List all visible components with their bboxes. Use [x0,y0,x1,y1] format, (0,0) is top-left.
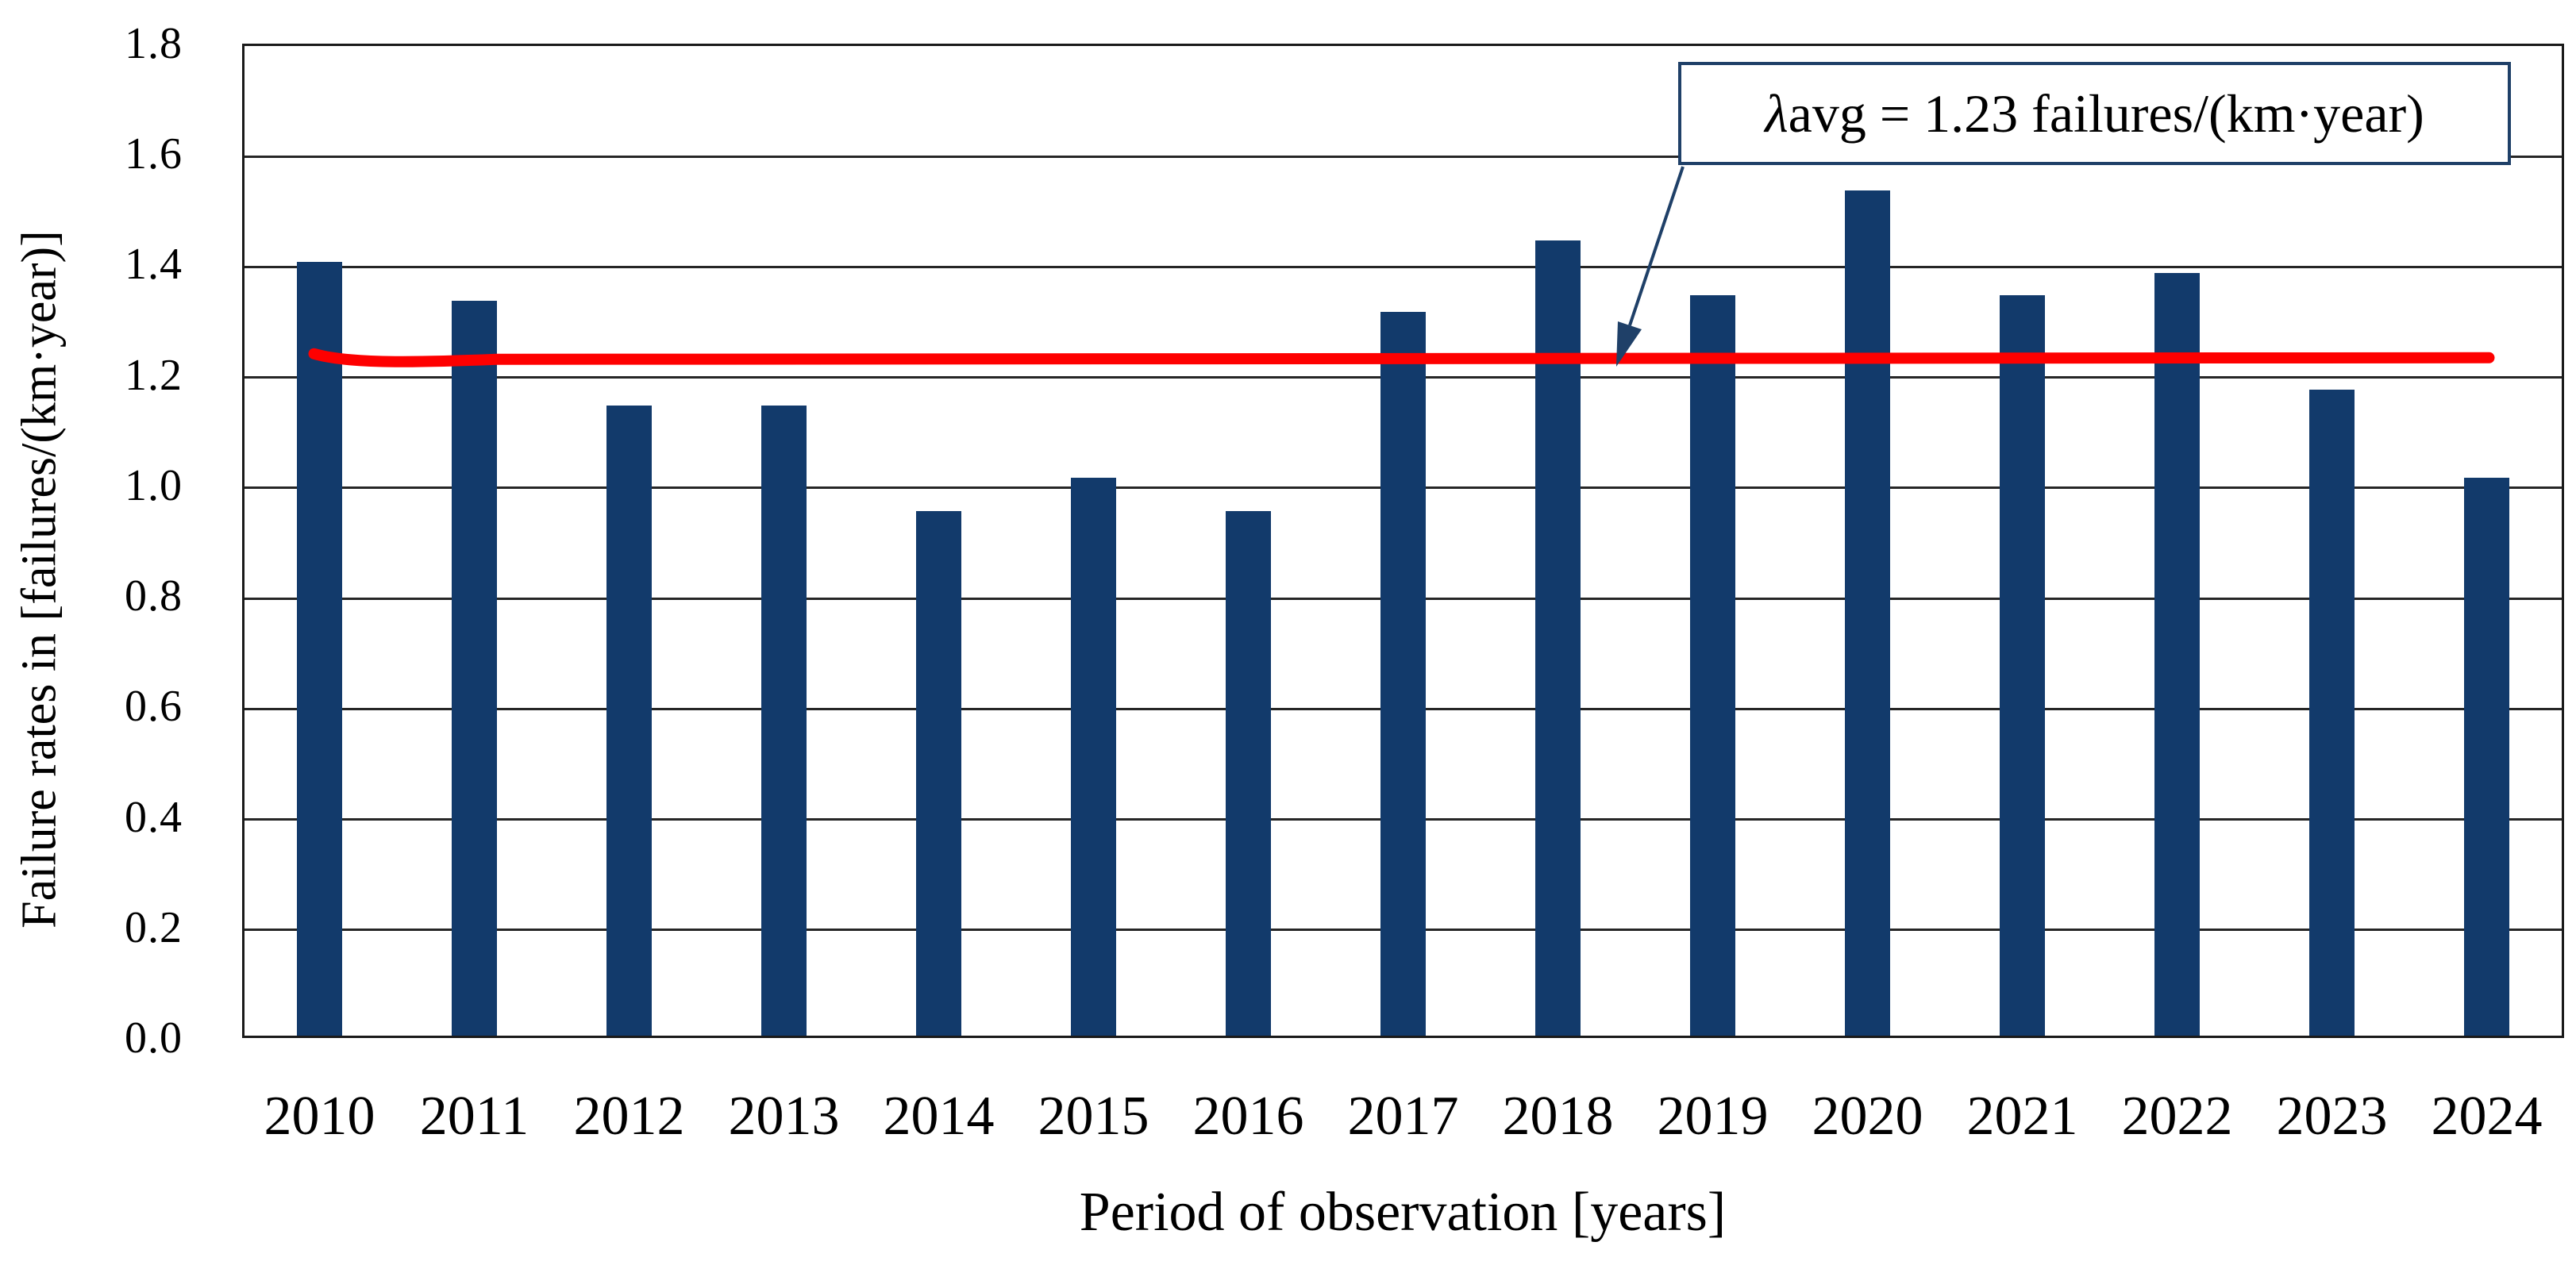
x-tick-label-2019: 2019 [1657,1086,1769,1147]
x-tick-label-2022: 2022 [2121,1086,2233,1147]
y-tick-label-1.4: 1.4 [125,240,183,290]
x-tick-label-2017: 2017 [1347,1086,1459,1147]
x-tick-label-2013: 2013 [728,1086,840,1147]
y-tick-label-1.2: 1.2 [125,350,183,400]
y-tick-label-1.6: 1.6 [125,129,183,179]
x-tick-label-2016: 2016 [1192,1086,1304,1147]
average-annotation-text: avg = 1.23 failures/(km·year) [1788,83,2424,144]
y-tick-label-0.6: 0.6 [125,682,183,732]
x-tick-label-2021: 2021 [1966,1086,2078,1147]
x-tick-label-2011: 2011 [419,1086,529,1147]
plot-area [242,44,2564,1038]
x-tick-label-2015: 2015 [1038,1086,1149,1147]
bar-2018 [1535,240,1581,1036]
x-tick-label-2020: 2020 [1812,1086,1923,1147]
x-tick-label-2024: 2024 [2431,1086,2543,1147]
x-axis-title: Period of observation [years] [1079,1182,1727,1243]
bar-2011 [452,301,497,1036]
y-tick-label-0.2: 0.2 [125,902,183,952]
bar-2017 [1380,312,1426,1036]
x-tick-label-2014: 2014 [883,1086,995,1147]
bar-2023 [2309,389,2355,1036]
bar-2022 [2154,273,2200,1036]
x-tick-label-2010: 2010 [264,1086,375,1147]
x-tick-label-2023: 2023 [2276,1086,2388,1147]
bar-2014 [916,510,961,1036]
y-tick-label-1.8: 1.8 [125,19,183,68]
x-tick-label-2012: 2012 [573,1086,685,1147]
y-tick-label-0.4: 0.4 [125,792,183,842]
lambda-symbol: λ [1765,83,1789,144]
bar-2024 [2464,477,2509,1036]
x-tick-label-2018: 2018 [1502,1086,1614,1147]
bar-2010 [297,262,342,1036]
bar-2019 [1690,295,1735,1036]
bar-2020 [1845,190,1890,1036]
y-tick-label-0.0: 0.0 [125,1013,183,1063]
y-tick-label-1.0: 1.0 [125,460,183,510]
bar-2012 [606,406,652,1036]
y-tick-label-0.8: 0.8 [125,571,183,621]
gridline-1.4 [245,265,2562,268]
gridline-1.6 [245,155,2562,158]
bar-2013 [761,406,807,1036]
average-annotation-box: λ avg = 1.23 failures/(km·year) [1678,62,2511,165]
bar-2021 [2000,295,2045,1036]
bar-2015 [1071,477,1116,1036]
bar-2016 [1226,510,1271,1036]
